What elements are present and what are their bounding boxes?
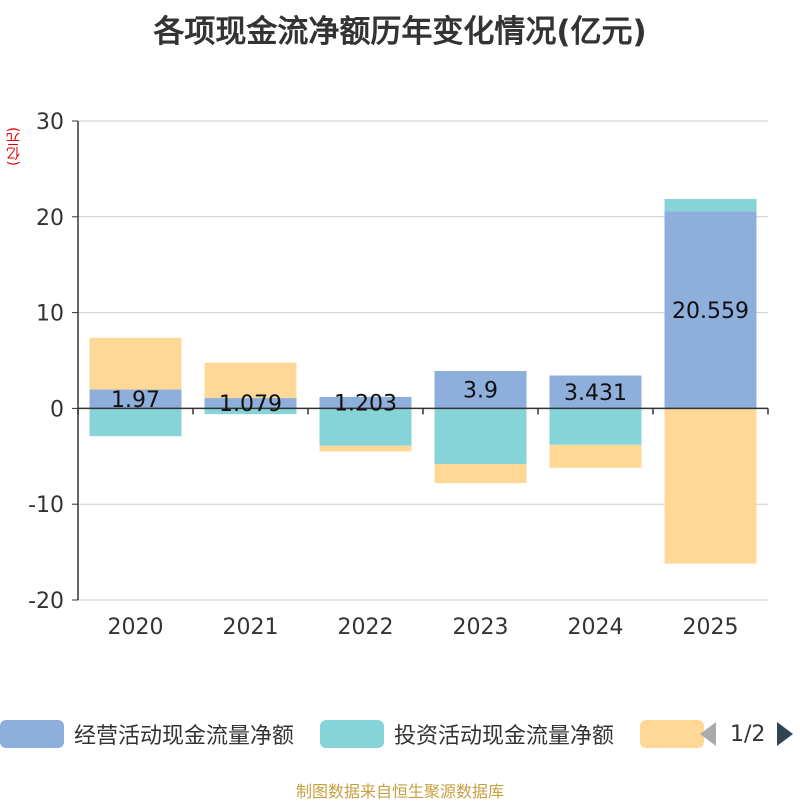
bar-financing-2024 [549,444,642,468]
bar-investing-2021 [204,408,297,415]
x-tick-label: 2024 [568,615,624,640]
y-tick-label: 20 [36,206,64,231]
x-tick-label: 2020 [108,615,164,640]
legend-swatch-operating [0,720,64,748]
legend-label-investing: 投资活动现金流量净额 [394,724,615,749]
chart-title: 各项现金流净额历年变化情况(亿元) [153,14,647,50]
x-tick-label: 2025 [683,615,739,640]
data-label: 3.9 [463,379,498,404]
legend-prev-page-icon[interactable] [700,722,716,746]
y-tick-label: -10 [28,493,64,518]
y-tick-label: 30 [36,110,64,135]
bar-financing-2020 [89,337,182,390]
bar-investing-2022 [319,408,412,446]
y-tick-label: 10 [36,302,64,327]
bar-investing-2025 [664,198,757,212]
bar-operating-2020 [89,389,182,409]
data-label: 1.203 [334,392,397,417]
bar-operating-2024 [549,375,642,409]
data-label: 3.431 [564,381,627,406]
bar-chart: 30 20 10 0 -10 -20 2020 2021 2022 2023 2024 2025 1.… [28,110,769,640]
bar-operating-2021 [204,398,297,409]
bar-financing-2021 [204,362,297,399]
bar-operating-2023 [434,371,527,409]
x-tick-label: 2023 [453,615,509,640]
bar-investing-2023 [434,408,527,464]
bar-operating-2022 [319,396,412,409]
legend-pager: 1/2 [700,716,794,752]
legend-label-operating: 经营活动现金流量净额 [74,724,295,749]
legend-swatch-financing [640,720,704,748]
y-tick-label: -20 [28,589,64,614]
legend-page-indicator: 1/2 [730,721,766,747]
bar-investing-2020 [89,408,182,437]
bar-financing-2023 [434,463,527,484]
source-note: 制图数据来自恒生聚源数据库 [295,782,504,801]
bar-operating-2025 [664,211,757,409]
data-label: 1.97 [111,388,160,413]
data-label: 1.079 [219,392,282,417]
data-label: 20.559 [672,299,749,324]
bar-investing-2024 [549,408,642,445]
legend-next-page-icon[interactable] [777,722,794,746]
legend-item-operating[interactable]: 经营活动现金流量净额 [0,716,294,752]
y-tick-label: 0 [50,397,64,422]
legend-swatch-investing [320,720,384,748]
bar-financing-2022 [319,445,412,452]
legend-item-investing[interactable]: 投资活动现金流量净额 [320,716,614,752]
chart-legend: 经营活动现金流量净额 投资活动现金流量净额 1/2 [0,716,800,752]
x-tick-label: 2022 [338,615,394,640]
legend-item-financing[interactable] [640,716,714,752]
bar-financing-2025 [664,408,757,564]
x-tick-label: 2021 [223,615,279,640]
